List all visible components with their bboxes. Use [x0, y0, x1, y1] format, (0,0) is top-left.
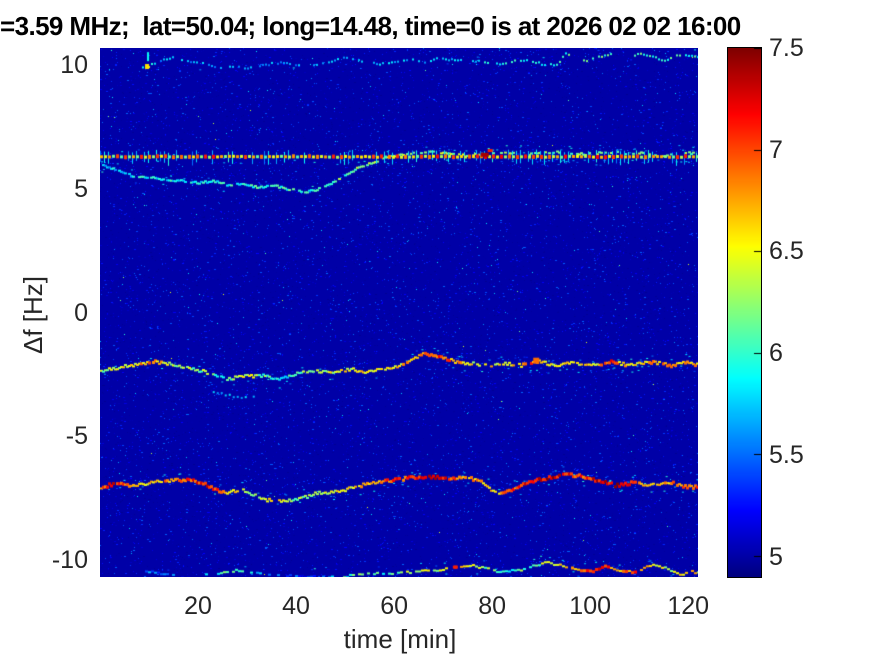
spectrogram-plot	[100, 48, 698, 577]
colorbar-tick-label: 5	[769, 542, 783, 571]
plot-title: =3.59 MHz; lat=50.04; long=14.48, time=0…	[0, 11, 741, 41]
x-tick-label: 80	[478, 592, 507, 620]
colorbar-tick-label: 6.5	[769, 237, 804, 266]
x-tick-label: 100	[569, 592, 612, 620]
colorbar-tick-label: 5.5	[769, 440, 804, 469]
x-tick-label: 20	[184, 592, 212, 620]
colorbar	[727, 47, 762, 578]
y-tick-label: -10	[51, 545, 88, 574]
y-tick-label: 0	[74, 298, 88, 327]
colorbar-tick-label: 7.5	[769, 34, 804, 62]
x-axis-label: time [min]	[343, 624, 457, 654]
y-tick-label: 10	[60, 51, 88, 80]
x-tick-label: 120	[667, 592, 710, 620]
colorbar-tick-label: 6	[769, 339, 783, 368]
y-tick-label: 5	[74, 174, 88, 203]
y-tick-label: -5	[65, 422, 88, 451]
x-tick-label: 40	[282, 592, 310, 620]
colorbar-tick-label: 7	[769, 135, 783, 164]
x-tick-label: 60	[380, 592, 408, 620]
